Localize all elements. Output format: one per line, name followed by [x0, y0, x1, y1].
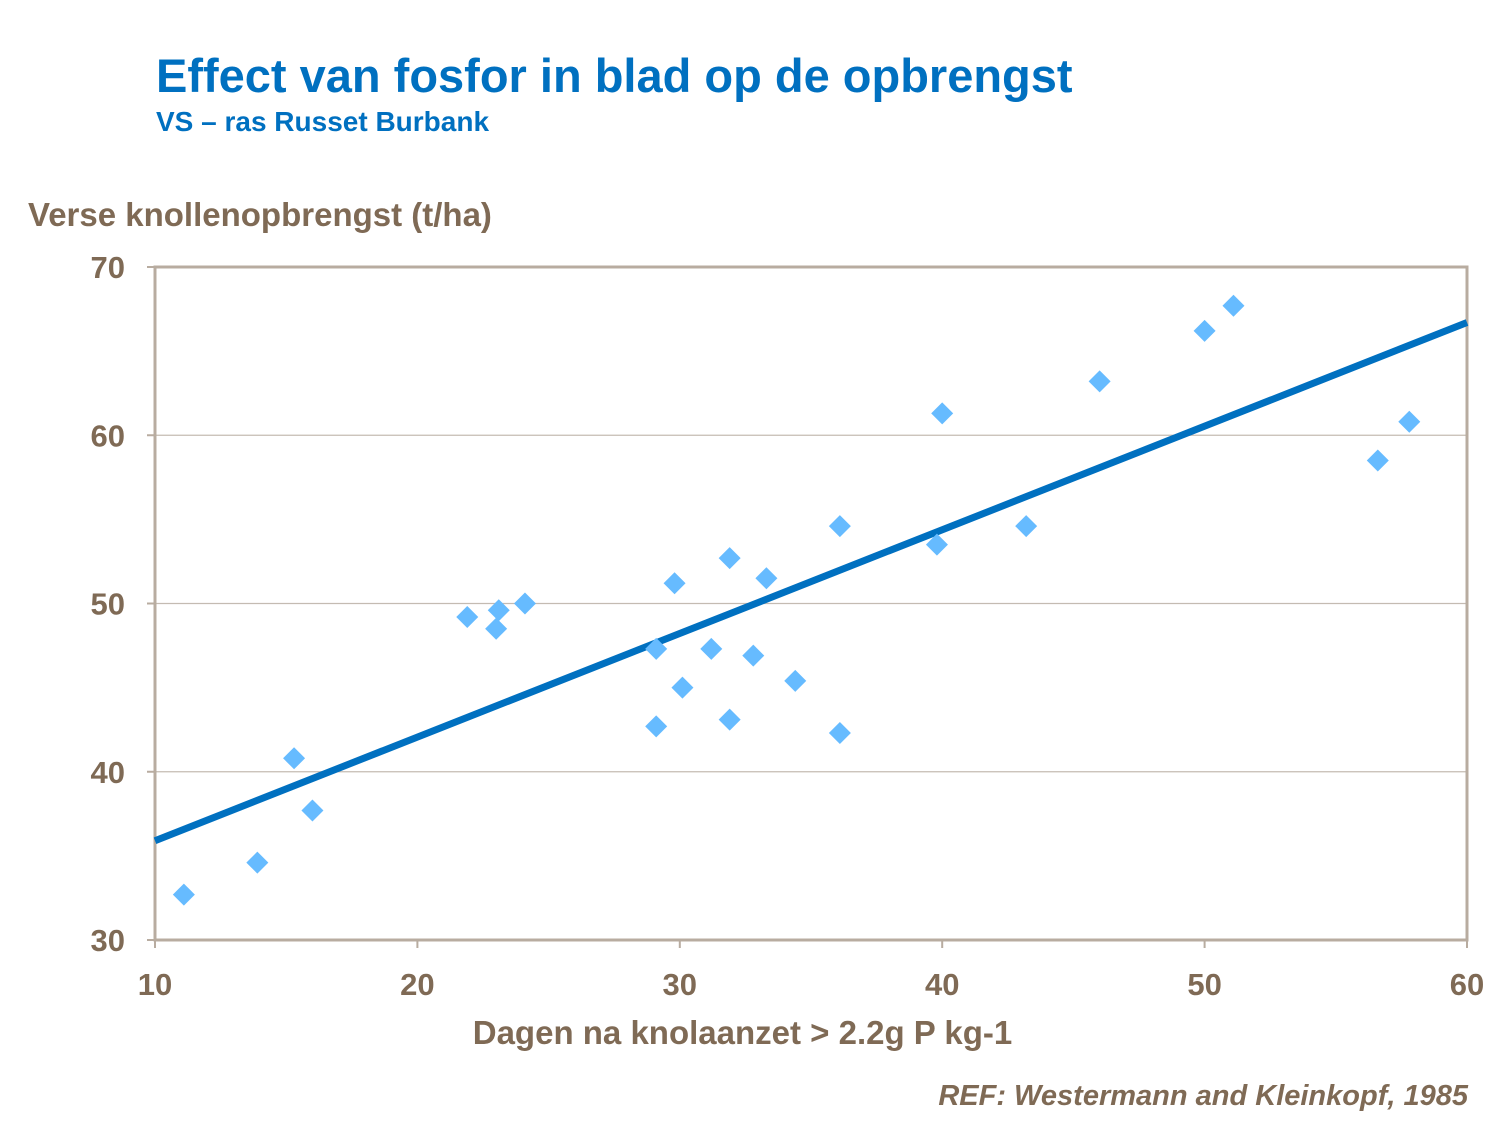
data-point [742, 644, 765, 667]
y-tick-label: 30 [91, 923, 125, 958]
data-point [645, 715, 668, 738]
data-point [172, 883, 195, 906]
data-point [718, 708, 741, 731]
x-tick-label: 20 [400, 967, 434, 1002]
x-tick-label: 30 [663, 967, 697, 1002]
data-point [1088, 370, 1111, 393]
x-tick-label: 50 [1187, 967, 1221, 1002]
y-axis-label: Verse knollenopbrengst (t/ha) [28, 196, 492, 233]
data-point [931, 402, 954, 425]
data-point [784, 669, 807, 692]
data-point [671, 676, 694, 699]
data-point [1015, 515, 1038, 538]
y-tick-label: 50 [91, 587, 125, 622]
data-point [301, 799, 324, 822]
x-tick-label: 10 [138, 967, 172, 1002]
x-axis-label: Dagen na knolaanzet > 2.2g P kg-1 [472, 1014, 1013, 1051]
reference-note: REF: Westermann and Kleinkopf, 1985 [938, 1080, 1468, 1112]
data-point [487, 599, 510, 622]
y-tick-label: 40 [91, 755, 125, 790]
data-point [1398, 410, 1421, 433]
data-point [1222, 294, 1245, 317]
data-point [456, 605, 479, 628]
data-point [925, 533, 948, 556]
trendline [153, 319, 1469, 844]
plot-area-border [153, 265, 1469, 942]
x-tick-label: 40 [925, 967, 959, 1002]
y-tick-label: 60 [91, 418, 125, 453]
data-point [485, 617, 508, 640]
data-point [718, 547, 741, 570]
chart-subtitle: VS – ras Russet Burbank [156, 106, 490, 137]
y-tick-label: 70 [91, 250, 125, 285]
data-point [700, 637, 723, 660]
x-tick-label: 60 [1450, 967, 1484, 1002]
data-point [1193, 319, 1216, 342]
data-point [755, 567, 778, 590]
data-point [645, 637, 668, 660]
chart-title: Effect van fosfor in blad op de opbrengs… [156, 49, 1073, 102]
data-point [513, 592, 536, 615]
data-point [663, 572, 686, 595]
data-point [283, 747, 306, 770]
data-point [828, 515, 851, 538]
data-point [828, 722, 851, 745]
data-point [246, 851, 269, 874]
data-point [1366, 449, 1389, 472]
